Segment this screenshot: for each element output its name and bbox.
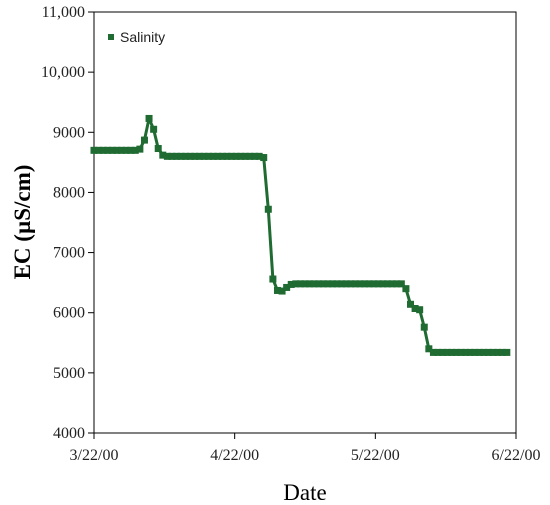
plot-frame — [94, 12, 516, 433]
x-axis-title: Date — [283, 480, 326, 505]
series-layer — [91, 115, 511, 356]
data-point — [269, 276, 276, 283]
data-point — [402, 285, 409, 292]
data-point — [141, 137, 148, 144]
data-point — [146, 115, 153, 122]
data-point — [421, 324, 428, 331]
data-point — [416, 306, 423, 313]
y-tick-label: 8000 — [53, 184, 85, 201]
y-axis-title: EC (µS/cm) — [10, 165, 35, 280]
x-axis-ticks: 3/22/00 4/22/00 5/22/00 6/22/00 — [70, 433, 541, 464]
y-tick-label: 6000 — [53, 305, 85, 322]
series-line-salinity — [94, 118, 507, 352]
data-point — [136, 146, 143, 153]
y-tick-label: 5000 — [53, 365, 85, 382]
x-tick-label: 6/22/00 — [492, 447, 541, 464]
x-tick-label: 4/22/00 — [210, 447, 259, 464]
y-tick-label: 11,000 — [42, 4, 85, 21]
y-tick-label: 4000 — [53, 425, 85, 442]
data-point — [503, 349, 510, 356]
legend: Salinity — [108, 29, 165, 45]
y-tick-label: 10,000 — [41, 64, 85, 81]
y-tick-label: 7000 — [53, 245, 85, 262]
x-tick-label: 3/22/00 — [70, 447, 119, 464]
legend-marker-salinity — [108, 34, 114, 40]
legend-label-salinity: Salinity — [120, 29, 165, 45]
x-tick-label: 5/22/00 — [351, 447, 400, 464]
y-tick-label: 9000 — [53, 124, 85, 141]
data-point — [150, 126, 157, 133]
data-point — [260, 154, 267, 161]
y-axis-ticks: 4000 5000 6000 7000 8000 9000 10,000 11,000 — [41, 4, 94, 442]
data-point — [265, 206, 272, 213]
data-point — [155, 145, 162, 152]
